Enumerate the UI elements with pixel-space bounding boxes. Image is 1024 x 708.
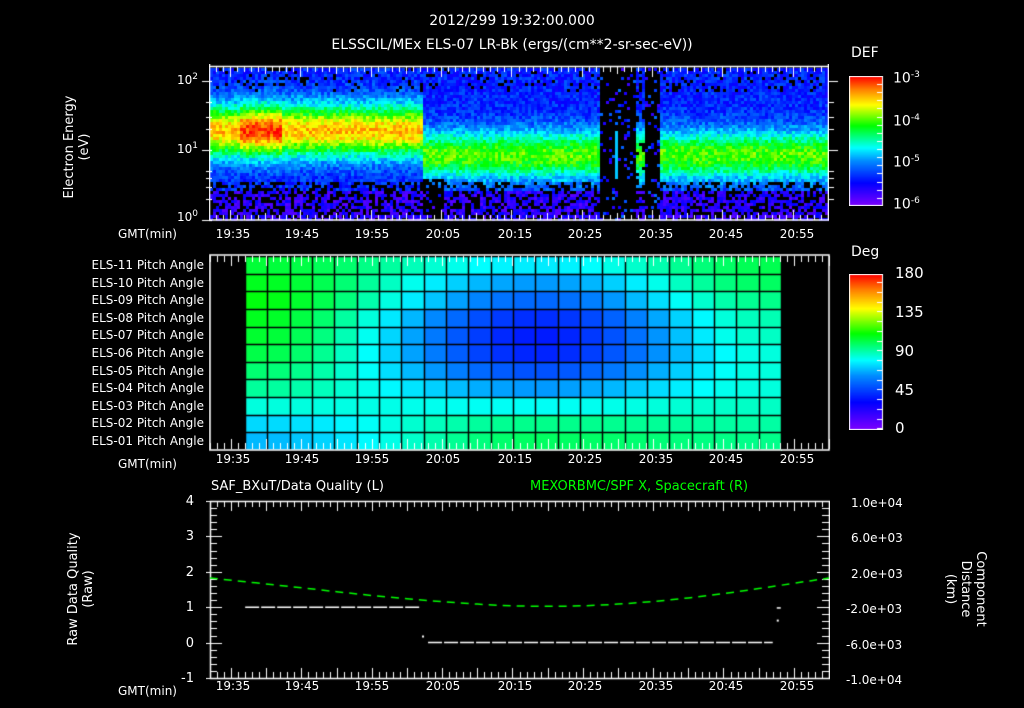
right-y-tick: 1.0e+04 [851,496,903,510]
left-y-tick: 3 [185,529,194,545]
left-series-title: SAF_BXuT/Data Quality (L) [211,479,384,494]
x-tick-label: 20:15 [497,227,533,241]
x-tick-label: 20:05 [425,679,461,693]
right-y-tick: -1.0e+04 [846,673,903,687]
pitch-angle-row-label: ELS-02 Pitch Angle [91,416,204,431]
deg-tick-0: 0 [895,419,905,437]
energy-axis-ticks-right [828,64,848,224]
def-tick-1e-5: 10-5 [893,154,920,171]
x-tick-label: 19:45 [284,679,320,693]
deg-colorbar [849,274,885,430]
x-tick-label: 20:45 [708,227,744,241]
pitch-angle-row-label: ELS-01 Pitch Angle [91,434,204,448]
deg-tick-45: 45 [895,381,915,399]
right-y-tick: -6.0e+03 [846,637,903,652]
energy-axis-ticks [182,64,212,224]
def-colorbar-title: DEF [851,45,879,61]
def-tick-1e-3: 10-3 [893,70,920,87]
x-tick-label: 19:45 [284,227,320,241]
def-tick-1e-4: 10-4 [893,113,920,130]
x-axis-label-2: GMT(min) [118,457,177,471]
x-tick-label: 20:05 [425,227,461,241]
line-plot [206,497,830,681]
def-colorbar [849,76,885,206]
right-y-tick: 6.0e+03 [851,531,903,546]
right-series-title: MEXORBMC/SPF X, Spacecraft (R) [530,479,749,494]
right-y-tick: 2.0e+03 [851,566,903,581]
x-tick-label: 19:55 [354,679,390,693]
pitch-angle-row-label: ELS-03 Pitch Angle [91,398,204,413]
pitch-angle-row-label: ELS-04 Pitch Angle [91,381,204,396]
x-tick-label: 20:55 [779,679,815,693]
deg-tick-135: 135 [895,303,924,321]
x-axis-label-1: GMT(min) [118,227,177,241]
x-axis-label-3: GMT(min) [118,684,177,698]
x-tick-label: 20:25 [567,227,603,241]
x-tick-label: 19:35 [215,227,251,241]
pitch-angle-row-label: ELS-09 Pitch Angle [91,293,204,308]
pitch-angle-grid [209,253,831,453]
x-tick-label: 20:15 [497,452,533,466]
x-tick-label: 20:25 [567,679,603,693]
left-y-tick: 4 [185,494,194,509]
pitch-angle-row-label: ELS-05 Pitch Angle [91,363,204,378]
data-quality-axis-label: Raw Data Quality (Raw) [66,532,96,646]
def-tick-1e-6: 10-6 [893,196,920,213]
pitch-angle-row-label: ELS-06 Pitch Angle [91,346,204,360]
right-y-tick: -2.0e+03 [846,602,903,617]
x-tick-label: 20:45 [708,452,744,466]
left-y-tick: 0 [185,635,194,651]
x-tick-label: 20:25 [567,452,603,466]
deg-tick-90: 90 [895,342,915,360]
x-tick-label: 20:55 [779,452,815,466]
x-tick-label: 19:35 [215,679,251,693]
energy-spectrogram [209,64,829,224]
x-tick-label: 19:45 [284,452,320,466]
pitch-angle-row-label: ELS-10 Pitch Angle [91,275,204,290]
x-tick-label: 20:35 [638,227,674,241]
x-tick-label: 20:55 [779,227,815,241]
plot-subtitle: ELSSCIL/MEx ELS-07 LR-Bk (ergs/(cm**2-sr… [331,37,693,53]
pitch-angle-row-label: ELS-11 Pitch Angle [91,258,204,272]
pitch-angle-row-label: ELS-07 Pitch Angle [91,328,204,343]
left-y-tick: 1 [185,600,194,616]
deg-tick-180: 180 [895,264,924,282]
x-tick-label: 19:55 [354,227,390,241]
x-tick-label: 20:45 [708,679,744,693]
energy-axis-label: Electron Energy (eV) [62,95,92,199]
plot-datetime: 2012/299 19:32:00.000 [429,13,595,29]
left-y-tick: -1 [181,671,194,686]
x-tick-label: 20:05 [425,452,461,466]
x-tick-label: 20:35 [638,679,674,693]
x-tick-label: 20:15 [497,679,533,693]
x-tick-label: 20:35 [638,452,674,466]
deg-colorbar-title: Deg [851,244,880,260]
left-y-tick: 2 [185,564,194,580]
x-tick-label: 19:35 [215,452,251,466]
pitch-angle-row-label: ELS-08 Pitch Angle [91,310,204,325]
component-distance-axis-label: Component Distance (km) [943,551,988,627]
x-tick-label: 19:55 [354,452,390,466]
